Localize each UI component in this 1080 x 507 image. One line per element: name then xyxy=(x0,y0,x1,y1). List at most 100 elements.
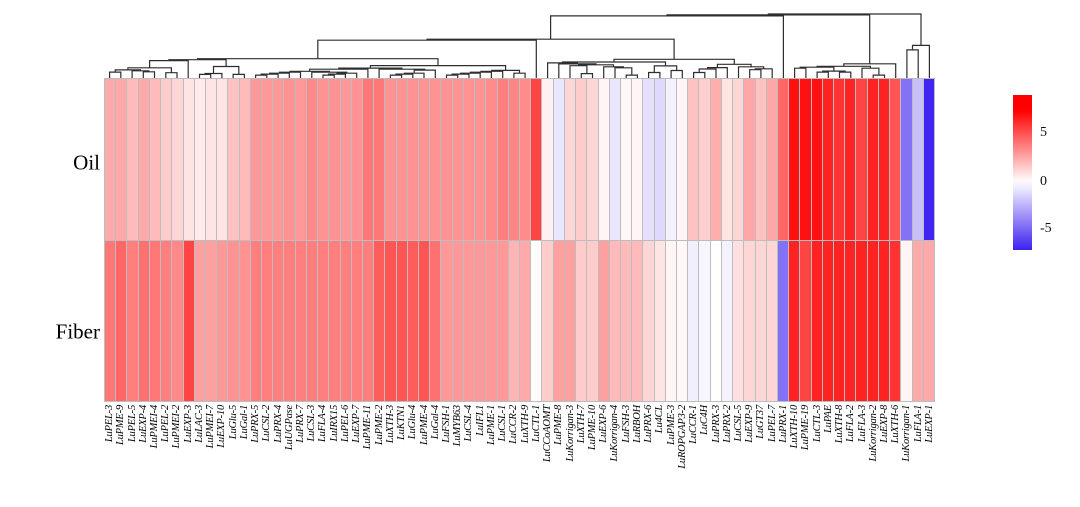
heatmap-cell xyxy=(643,79,654,240)
gene-label: LuEXP-6 xyxy=(598,405,610,443)
heatmap-cell xyxy=(688,79,699,240)
heatmap-cell xyxy=(430,240,441,401)
column-dendrogram xyxy=(109,13,930,78)
heatmap-cell xyxy=(250,240,262,401)
heatmap-cell xyxy=(755,79,766,240)
heatmap-cell xyxy=(183,79,194,240)
heatmap-cell xyxy=(845,79,856,240)
row-label-fiber: Fiber xyxy=(55,319,100,344)
heatmap-cell xyxy=(172,79,183,240)
heatmap-cell xyxy=(867,79,878,240)
heatmap-cell xyxy=(643,240,654,401)
gene-label: LuCSL-1 xyxy=(497,405,509,442)
gene-label: LuPME-10 xyxy=(586,405,598,451)
heatmap-cell xyxy=(497,79,508,240)
gene-label: LuPME-2 xyxy=(373,405,385,446)
heatmap-cell xyxy=(721,240,733,401)
colorbar-tick-5: 5 xyxy=(1040,125,1047,140)
gene-label: LuCSL-5 xyxy=(732,405,744,442)
gene-label: LuGal-4 xyxy=(429,405,441,440)
heatmap-cell xyxy=(677,240,688,401)
heatmap-cell xyxy=(519,240,531,401)
gene-label: LuXTH-9 xyxy=(519,405,531,444)
heatmap-cell xyxy=(519,79,531,240)
heatmap-cell xyxy=(632,79,643,240)
gene-label: LuCCoAOMT xyxy=(542,405,554,463)
heatmap-cell xyxy=(777,240,789,401)
heatmap-cell xyxy=(295,79,306,240)
heatmap-cell xyxy=(856,240,867,401)
heatmap-cell xyxy=(205,240,217,401)
heatmap-grid xyxy=(104,78,935,402)
heatmap-cell xyxy=(149,79,161,240)
heatmap-cell xyxy=(834,240,845,401)
heatmap-cell xyxy=(127,240,138,401)
heatmap-cell xyxy=(430,79,441,240)
gene-label: LuPMEI-7 xyxy=(205,405,217,449)
heatmap-cell xyxy=(822,79,834,240)
heatmap-cell xyxy=(374,79,385,240)
heatmap-cell xyxy=(419,240,430,401)
heatmap-cell xyxy=(463,79,475,240)
gene-label: LuKTN1 xyxy=(396,405,408,440)
dendrogram-links xyxy=(109,13,930,78)
heatmap-cell xyxy=(486,240,497,401)
gene-label: LuEXP-10 xyxy=(216,405,228,448)
heatmap-cell xyxy=(901,79,912,240)
gene-label: LuPEL-3 xyxy=(104,405,116,443)
gene-label: LuRBOH xyxy=(631,405,643,443)
gene-label: LuPRX-1 xyxy=(777,405,789,443)
heatmap-cell xyxy=(374,240,385,401)
heatmap-cell xyxy=(419,79,430,240)
heatmap-cell xyxy=(329,240,340,401)
gene-label: LuPRX-3 xyxy=(710,405,722,443)
gene-label: LuPRX-6 xyxy=(643,405,655,443)
heatmap-cell xyxy=(217,240,228,401)
heatmap-cell xyxy=(441,240,452,401)
heatmap-cell xyxy=(665,79,677,240)
heatmap-cell xyxy=(878,240,890,401)
gene-label: LuFLA-3 xyxy=(856,405,868,443)
heatmap-cell xyxy=(834,79,845,240)
heatmap-cell xyxy=(228,79,239,240)
gene-label: LuCCR-2 xyxy=(508,405,520,444)
heatmap-cell xyxy=(228,240,239,401)
gene-label: LuXTH-8 xyxy=(834,405,846,444)
heatmap-cell xyxy=(441,79,452,240)
gene-label: LuPRX-7 xyxy=(295,405,307,443)
heatmap-cell xyxy=(396,240,407,401)
gene-label: LuUGPase xyxy=(283,405,295,451)
gene-label: LuPEL-2 xyxy=(160,405,172,443)
gene-label: LuCSL-4 xyxy=(463,405,475,442)
gene-label: LuFSH-1 xyxy=(441,405,452,443)
heatmap-cell xyxy=(620,240,632,401)
heatmap-cell xyxy=(811,79,822,240)
heatmap-cell xyxy=(699,79,710,240)
heatmap-cell xyxy=(654,240,665,401)
heatmap-cell xyxy=(116,79,127,240)
heatmap-cell xyxy=(733,240,744,401)
heatmap-cell xyxy=(542,240,553,401)
heatmap-cell xyxy=(116,240,127,401)
heatmap-cell xyxy=(878,79,890,240)
heatmap-cell xyxy=(463,240,475,401)
heatmap-cell xyxy=(407,240,419,401)
gene-label: LuKorrigan-4 xyxy=(609,405,621,462)
gene-label: LuPME-4 xyxy=(418,405,430,446)
heatmap-cell xyxy=(194,79,205,240)
heatmap-cell xyxy=(564,79,576,240)
heatmap-cell xyxy=(475,79,486,240)
heatmap-cell xyxy=(553,79,564,240)
gene-label: LuPME-11 xyxy=(362,405,374,450)
heatmap-cell xyxy=(531,240,542,401)
heatmap-cell xyxy=(587,79,598,240)
gene-label: LuEXP-9 xyxy=(744,405,756,443)
heatmap-cell xyxy=(138,240,149,401)
heatmap-cell xyxy=(912,79,923,240)
gene-label: LuKorrigan-1 xyxy=(901,405,913,462)
heatmap-cell xyxy=(609,240,620,401)
heatmap-cell xyxy=(452,79,463,240)
gene-label: LuEXP-8 xyxy=(878,405,890,443)
gene-label: LuPME-19 xyxy=(800,405,812,451)
heatmap-cell xyxy=(890,79,901,240)
